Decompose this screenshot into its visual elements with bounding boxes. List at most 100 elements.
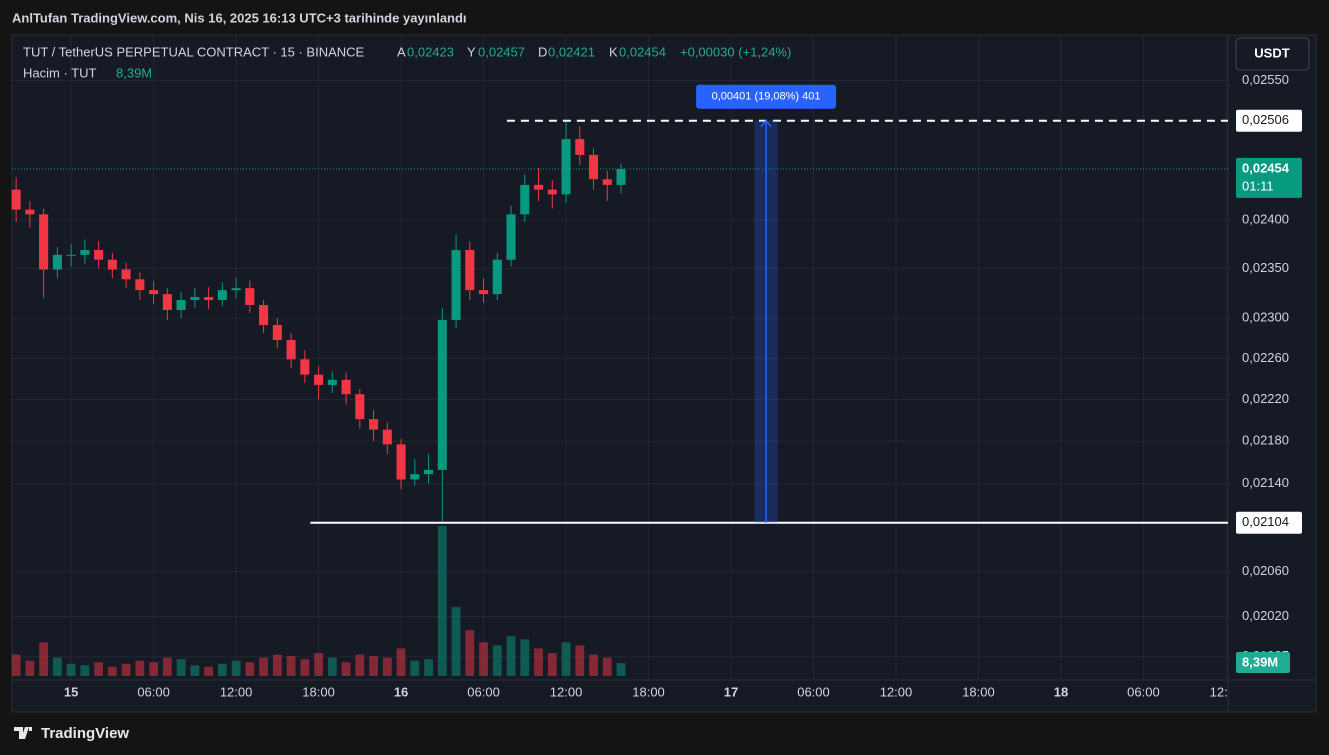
y-tick-label: 0,02550 — [1242, 72, 1289, 87]
grid — [12, 35, 1228, 680]
volume-bar — [561, 642, 571, 676]
volume-bar — [231, 660, 241, 676]
volume-bar — [327, 657, 337, 676]
volume-bar — [25, 660, 35, 676]
volume-bar — [52, 657, 62, 676]
candle-body — [231, 288, 241, 291]
measure-label-box — [696, 84, 837, 109]
candle-body — [286, 340, 296, 360]
candle-body — [66, 254, 76, 256]
candle-body — [355, 394, 365, 420]
candle-body — [121, 269, 131, 280]
high-value: 0,02457 — [478, 44, 525, 59]
candle-body — [588, 154, 599, 180]
x-tick-label: 18:00 — [962, 684, 995, 699]
close-value: 0,02454 — [619, 44, 666, 59]
volume-bar — [492, 645, 502, 676]
volume-bar — [176, 659, 186, 676]
candle-body — [465, 249, 475, 291]
candle-body — [80, 249, 90, 255]
volume-bar — [465, 630, 475, 676]
candle-body — [300, 359, 310, 375]
measure-arrow-head — [760, 119, 772, 128]
currency-button-box[interactable] — [1235, 37, 1310, 71]
last-price-tag — [1236, 157, 1302, 198]
volume-bar — [534, 648, 543, 676]
volume-bar — [479, 642, 488, 676]
volume-bar — [547, 653, 557, 676]
volume-name: Hacim · TUT — [23, 65, 96, 80]
candle-body — [369, 419, 379, 430]
candle-body — [575, 139, 585, 155]
volume-bar — [149, 662, 159, 676]
candle-body — [534, 184, 544, 190]
candle-body — [520, 184, 530, 215]
level-tag — [1236, 109, 1302, 132]
candle-body — [52, 254, 62, 270]
candle-body — [149, 290, 159, 295]
volume-bar — [314, 653, 323, 676]
candle-body — [245, 288, 255, 306]
x-tick-label: 12:00 — [880, 684, 913, 699]
level-label: 0,02104 — [1242, 514, 1289, 529]
volume-bar — [286, 656, 296, 676]
level-tag — [1236, 511, 1302, 534]
candle-body — [547, 189, 557, 195]
candle-body — [327, 379, 337, 385]
volume-bar — [424, 659, 433, 676]
candle-body — [259, 305, 269, 325]
x-tick-label: 18:00 — [302, 684, 335, 699]
volume-bar — [602, 657, 612, 676]
x-tick-label: 18:00 — [632, 684, 665, 699]
candle-body — [451, 249, 461, 320]
volume-bar — [94, 662, 104, 676]
candle-body — [424, 469, 434, 475]
volume-bar — [437, 526, 447, 676]
volume-bar — [451, 607, 461, 676]
candle-body — [135, 279, 145, 291]
candle-body — [437, 319, 447, 470]
x-tick-label: 12:00 — [220, 684, 253, 699]
volume-bar — [589, 654, 598, 676]
y-tick-label: 0,02260 — [1242, 350, 1289, 365]
currency[interactable]: USDT — [1254, 45, 1289, 60]
volume-bar — [190, 665, 200, 676]
y-tick-label: 0,02300 — [1242, 309, 1289, 324]
overlay: 0,02506 0,02104 0,00401 (19,08%) 401 0,0245… — [310, 84, 1302, 673]
candle-body — [561, 139, 571, 195]
candle-body — [492, 259, 502, 295]
brand: TradingView — [41, 725, 129, 742]
currency-button[interactable]: USDT — [1235, 37, 1310, 71]
last-price-label: 0,02454 — [1242, 160, 1290, 175]
candle-body — [410, 474, 420, 480]
volume-bar — [245, 662, 255, 676]
open-key: A — [397, 44, 406, 59]
candle-body — [479, 290, 489, 295]
close-key: K — [609, 44, 618, 59]
x-tick-label: 12:00 — [550, 684, 583, 699]
open-value: 0,02423 — [407, 44, 454, 59]
candle-body — [217, 290, 227, 301]
header: AnlTufan TradingView.com, Nis 16, 2025 1… — [12, 10, 467, 25]
x-tick-label: 06:00 — [797, 684, 830, 699]
low-key: D — [538, 44, 547, 59]
plot — [11, 120, 1228, 676]
volume-bar — [341, 662, 351, 676]
y-tick-label: 0,02400 — [1242, 212, 1289, 227]
volume-bar — [135, 660, 145, 676]
y-axis: 0,02550 0,02400 0,02350 0,02300 0,02260 0,022… — [1242, 72, 1289, 663]
volume-bar — [39, 642, 49, 676]
x-tick-label: 15 — [64, 684, 78, 699]
level-label: 0,02506 — [1242, 112, 1289, 127]
candle-body — [602, 179, 612, 185]
candle-body — [190, 297, 200, 301]
measure-label: 0,00401 (19,08%) 401 — [712, 91, 821, 103]
volume-bar — [66, 663, 76, 676]
x-tick-label: 06:00 — [137, 684, 170, 699]
volume-bar — [80, 665, 90, 676]
volume-bar — [369, 656, 378, 676]
volume-bar — [259, 657, 268, 676]
candle-body — [162, 294, 172, 310]
